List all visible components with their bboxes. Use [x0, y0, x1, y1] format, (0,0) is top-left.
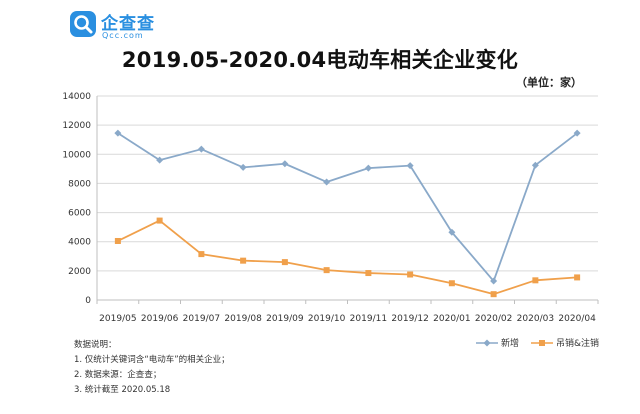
data-point-diamond — [364, 164, 372, 172]
x-tick-label: 2020/04 — [558, 314, 596, 324]
legend-item-new: 新增 — [476, 336, 519, 349]
data-point-diamond — [323, 178, 331, 186]
data-point-square — [323, 267, 330, 274]
legend-label-revoked: 吊销&注销 — [556, 339, 600, 349]
brand-domain: Qcc.com — [102, 31, 144, 40]
brand-magnifier-icon — [70, 11, 96, 37]
series-line-1 — [117, 219, 578, 296]
y-tick-label: 2000 — [68, 267, 91, 277]
data-point-diamond — [573, 129, 581, 137]
legend-item-revoked: 吊销&注销 — [531, 336, 599, 349]
notes-line: 2. 数据来源：企查查； — [74, 370, 162, 380]
x-tick-label: 2019/10 — [308, 314, 346, 324]
data-point-diamond — [114, 129, 122, 137]
notes-line: 1. 仅统计关键词含“电动车”的相关企业； — [74, 355, 230, 365]
x-tick-label: 2019/12 — [391, 314, 428, 324]
x-tick-label: 2019/07 — [183, 314, 220, 324]
series-line-0 — [117, 132, 578, 282]
data-point-square — [240, 257, 247, 264]
data-point-square — [114, 237, 121, 244]
unit-label: （单位：家） — [516, 76, 582, 89]
y-tick-label: 10000 — [62, 150, 91, 160]
brand-logo: 企查查 Qcc.com — [70, 10, 250, 46]
data-point-square — [156, 217, 163, 224]
chart-title: 2019.05-2020.04电动车相关企业变化 — [121, 48, 519, 72]
x-tick-label: 2019/05 — [99, 314, 136, 324]
data-notes: 数据说明： 1. 仅统计关键词含“电动车”的相关企业； 2. 数据来源：企查查；… — [74, 338, 230, 398]
legend-swatch-diamond — [476, 338, 498, 348]
data-point-square — [407, 271, 414, 278]
x-tick-label: 2019/08 — [224, 314, 262, 324]
notes-line: 3. 统计截至 2020.05.18 — [74, 385, 171, 395]
y-tick-label: 0 — [85, 296, 91, 306]
y-tick-label: 4000 — [68, 238, 91, 248]
data-point-square — [448, 280, 455, 287]
notes-heading: 数据说明： — [74, 340, 117, 350]
data-point-square — [365, 270, 372, 277]
data-point-square — [281, 259, 288, 266]
data-point-square — [490, 291, 497, 298]
x-tick-label: 2020/01 — [433, 314, 470, 324]
y-tick-label: 6000 — [68, 209, 91, 219]
data-point-diamond — [197, 145, 205, 153]
brand-name: 企查查 — [101, 14, 155, 34]
x-tick-label: 2019/09 — [266, 314, 304, 324]
data-point-diamond — [490, 277, 498, 285]
data-point-square — [574, 274, 581, 281]
data-point-square — [532, 277, 539, 284]
x-tick-label: 2019/06 — [141, 314, 179, 324]
data-point-diamond — [239, 163, 247, 171]
data-point-diamond — [156, 156, 164, 164]
data-point-diamond — [448, 228, 456, 236]
data-point-diamond — [281, 160, 289, 168]
chart-legend: 新增 吊销&注销 — [476, 336, 599, 349]
y-tick-label: 14000 — [62, 92, 91, 102]
y-tick-label: 8000 — [68, 179, 91, 189]
y-tick-label: 12000 — [62, 121, 91, 131]
legend-label-new: 新增 — [501, 339, 520, 349]
x-tick-label: 2020/03 — [517, 314, 554, 324]
data-point-square — [198, 251, 205, 258]
x-tick-label: 2019/11 — [350, 314, 387, 324]
data-point-diamond — [406, 162, 414, 170]
x-tick-label: 2020/02 — [475, 314, 512, 324]
data-point-diamond — [531, 161, 539, 169]
legend-swatch-square — [531, 338, 554, 348]
